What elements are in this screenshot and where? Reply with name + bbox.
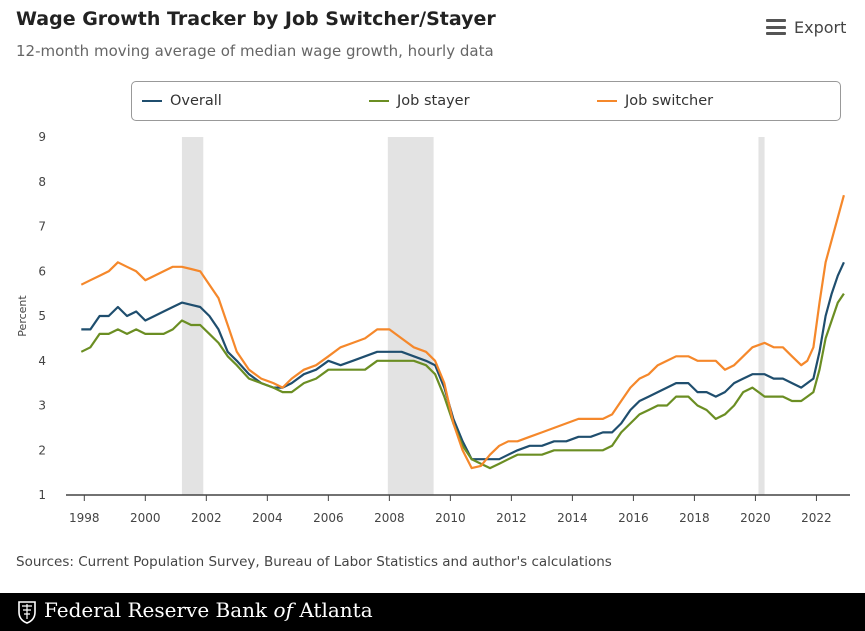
y-tick-label-4: 4 (38, 354, 46, 368)
recession-band-0 (181, 137, 204, 495)
y-axis-title: Percent (16, 295, 29, 337)
recession-band-1 (387, 137, 434, 495)
line-chart: 1 2 3 4 5 6 7 8 9 Percent 1998 2000 2002 2004 2006 2008… (16, 130, 850, 525)
y-tick-label-5: 5 (38, 309, 46, 323)
menu-icon (766, 19, 786, 35)
export-label: Export (794, 17, 847, 37)
sources-note: Sources: Current Population Survey, Bure… (16, 554, 612, 570)
legend-swatch-switcher (597, 100, 617, 102)
legend-item-overall[interactable]: Overall (142, 82, 222, 120)
legend-swatch-stayer (369, 100, 389, 102)
footer-bar: Federal Reserve Bank of Atlanta (0, 593, 865, 631)
y-tick-label-6: 6 (38, 264, 46, 278)
x-tick-label-1998: 1998 (69, 511, 100, 525)
x-tick-label-2020: 2020 (740, 511, 771, 525)
x-tick-label-2002: 2002 (191, 511, 222, 525)
legend-label-switcher: Job switcher (625, 93, 714, 109)
y-tick-label-2: 2 (38, 443, 46, 457)
series-line-stayer (80, 292, 845, 470)
x-tick-label-2008: 2008 (374, 511, 405, 525)
y-tick-label-3: 3 (38, 399, 46, 413)
x-tick-label-2004: 2004 (252, 511, 283, 525)
y-tick-label-1: 1 (38, 488, 46, 502)
legend-item-switcher[interactable]: Job switcher (597, 82, 713, 120)
y-tick-label-7: 7 (38, 220, 46, 234)
x-tick-label-2012: 2012 (496, 511, 527, 525)
series-line-overall (81, 261, 845, 461)
legend-label-overall: Overall (170, 93, 222, 109)
recession-band-2 (758, 137, 765, 495)
x-tick-label-2006: 2006 (313, 511, 344, 525)
eagle-seal-icon (18, 601, 36, 624)
legend-item-stayer[interactable]: Job stayer (369, 82, 470, 120)
x-tick-label-2018: 2018 (679, 511, 710, 525)
y-tick-label-8: 8 (38, 175, 46, 189)
x-tick-label-2014: 2014 (557, 511, 588, 525)
x-tick-label-2022: 2022 (801, 511, 832, 525)
export-button[interactable]: Export (766, 15, 846, 39)
chart-subtitle: 12-month moving average of median wage g… (16, 42, 494, 60)
x-tick-label-2016: 2016 (618, 511, 649, 525)
x-tick-label-2010: 2010 (435, 511, 466, 525)
legend-swatch-overall (142, 100, 162, 102)
x-tick-label-2000: 2000 (130, 511, 161, 525)
bank-logo-text: Federal Reserve Bank of Atlanta (44, 598, 373, 622)
legend-label-stayer: Job stayer (397, 93, 470, 109)
series-line-switcher (80, 194, 845, 470)
y-tick-label-9: 9 (38, 130, 46, 144)
chart-title: Wage Growth Tracker by Job Switcher/Stay… (16, 8, 496, 30)
chart-legend: Overall Job stayer Job switcher (131, 81, 841, 121)
